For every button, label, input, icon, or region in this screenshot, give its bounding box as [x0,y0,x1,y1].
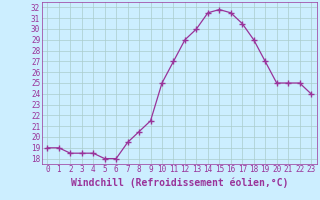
X-axis label: Windchill (Refroidissement éolien,°C): Windchill (Refroidissement éolien,°C) [70,177,288,188]
